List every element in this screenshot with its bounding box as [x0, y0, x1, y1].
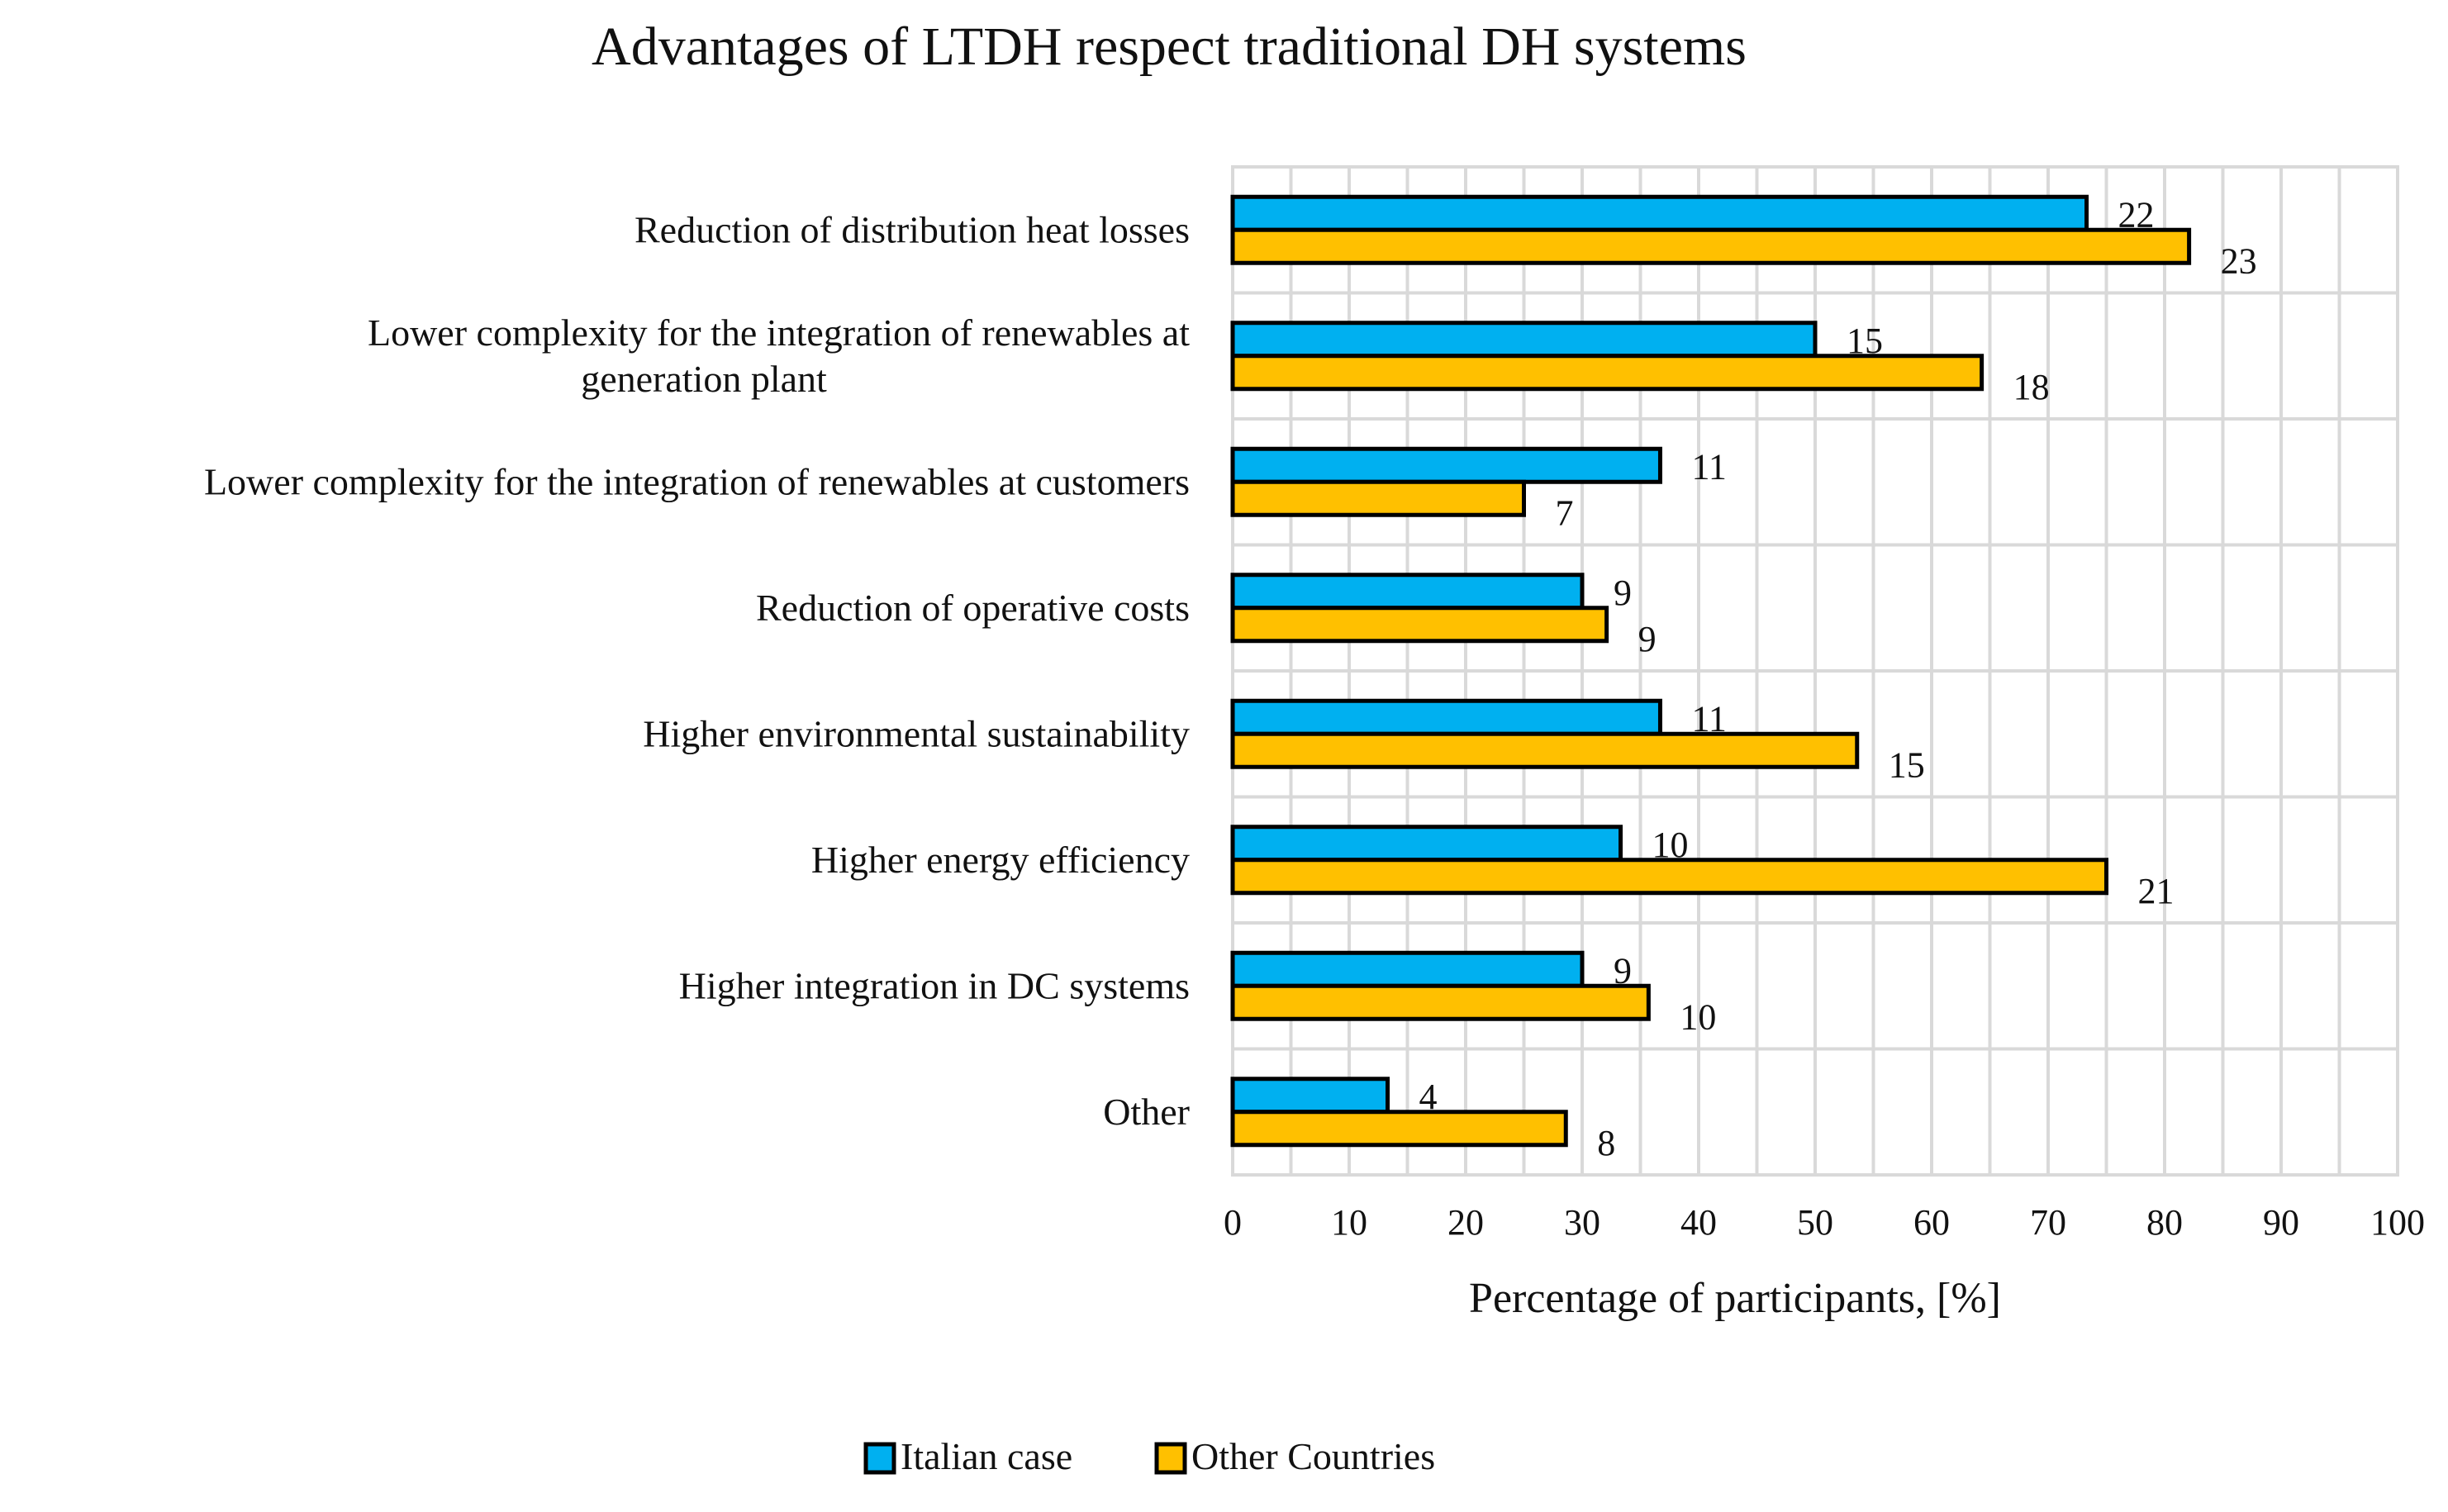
data-label: 9	[1614, 573, 1632, 613]
gridlines	[1231, 165, 2399, 1177]
bar-other-countries	[1230, 731, 1860, 769]
category-labels: Reduction of distribution heat losses Low…	[204, 208, 1190, 1133]
chart-title: Advantages of LTDH respect traditional D…	[592, 17, 1747, 77]
category-label: Higher energy efficiency	[811, 839, 1190, 881]
bar-other-countries	[1230, 227, 2192, 265]
data-label: 9	[1614, 950, 1632, 991]
bar-italian-case	[1230, 573, 1585, 611]
x-tick-label: 100	[2370, 1202, 2425, 1243]
bar-other-countries	[1230, 606, 1609, 644]
category-label: Other	[1103, 1091, 1190, 1133]
x-tick-label: 30	[1564, 1202, 1600, 1243]
x-tick-label: 60	[1913, 1202, 1950, 1243]
data-label: 23	[2221, 240, 2257, 281]
x-tick-label: 90	[2263, 1202, 2299, 1243]
category-label: Higher integration in DC systems	[679, 964, 1190, 1006]
data-label: 10	[1680, 996, 1716, 1037]
x-tick-label: 0	[1224, 1202, 1242, 1243]
data-label: 7	[1556, 492, 1574, 533]
bar-italian-case	[1230, 194, 2089, 232]
bar-italian-case	[1230, 321, 1818, 359]
legend-label: Italian case	[901, 1435, 1072, 1477]
bar-other-countries	[1230, 858, 2108, 896]
plot-area-border	[1231, 165, 2399, 1177]
bar-italian-case	[1230, 698, 1662, 736]
data-label: 8	[1597, 1123, 1615, 1163]
x-tick-label: 40	[1680, 1202, 1717, 1243]
bar-italian-case	[1230, 825, 1623, 863]
category-label: Lower complexity for the integration of …	[368, 311, 1190, 354]
x-axis-ticks: 0 10 20 30 40 50 60 70 80 90 100	[1224, 1202, 2425, 1243]
x-axis-title: Percentage of participants, [%]	[1469, 1275, 2001, 1322]
bar-other-countries	[1230, 983, 1651, 1021]
bar-italian-case	[1230, 1077, 1390, 1115]
category-label: Reduction of operative costs	[756, 587, 1190, 629]
x-tick-label: 70	[2030, 1202, 2066, 1243]
category-label: Higher environmental sustainability	[643, 712, 1190, 754]
category-label: Lower complexity for the integration of …	[204, 460, 1190, 502]
bar-italian-case	[1230, 446, 1662, 484]
bar-other-countries	[1230, 479, 1526, 517]
data-label: 9	[1638, 619, 1657, 659]
legend-swatch-other-countries	[1154, 1442, 1187, 1475]
bar-other-countries	[1230, 1110, 1568, 1148]
category-label: generation plant	[581, 358, 827, 400]
data-label: 18	[2013, 367, 2050, 407]
legend: Italian case Other Countries	[863, 1435, 1435, 1477]
category-label: Reduction of distribution heat losses	[635, 208, 1190, 250]
x-tick-label: 10	[1331, 1202, 1367, 1243]
data-label: 11	[1691, 446, 1726, 487]
legend-swatch-italian-case	[863, 1442, 896, 1475]
data-label: 4	[1419, 1077, 1438, 1117]
bar-other-countries	[1230, 354, 1985, 392]
data-label: 21	[2138, 871, 2175, 911]
x-tick-label: 80	[2146, 1202, 2183, 1243]
data-label: 15	[1889, 744, 1925, 785]
bar-italian-case	[1230, 950, 1585, 988]
legend-label: Other Countries	[1191, 1435, 1435, 1477]
x-tick-label: 20	[1447, 1202, 1484, 1243]
x-tick-label: 50	[1797, 1202, 1833, 1243]
